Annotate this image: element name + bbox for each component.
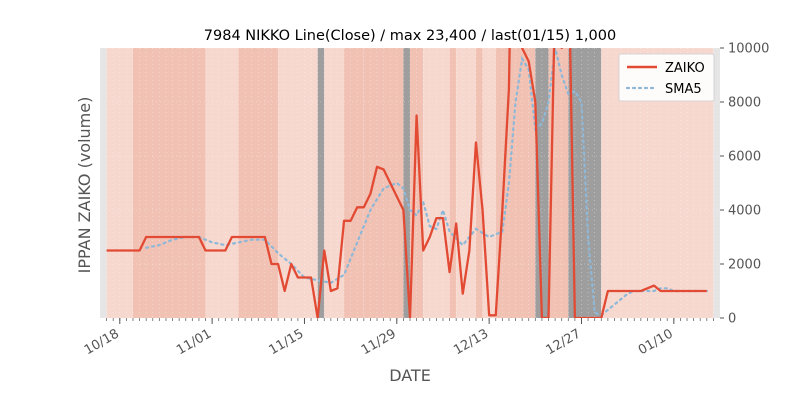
y-tick-label-2: 4000 bbox=[728, 204, 761, 219]
series-sma5-line bbox=[145, 48, 708, 317]
x-tick-label-5: 12/27 bbox=[544, 326, 584, 358]
x-tick-label-6: 01/10 bbox=[636, 326, 676, 358]
band-0 bbox=[100, 48, 107, 318]
y-tick-label-4: 8000 bbox=[728, 96, 761, 111]
x-tick-label-1: 11/01 bbox=[174, 326, 214, 358]
x-tick-label-0: 10/18 bbox=[82, 326, 122, 358]
band-2 bbox=[132, 48, 206, 318]
band-3 bbox=[205, 48, 239, 318]
band-10 bbox=[403, 48, 410, 318]
y-tick-label-1: 2000 bbox=[728, 258, 761, 273]
x-tick-label-4: 12/13 bbox=[451, 326, 491, 358]
series-lines bbox=[106, 48, 708, 318]
legend-zaiko-label: ZAIKO bbox=[665, 61, 705, 76]
chart-title: 7984 NIKKO Line(Close) / max 23,400 / la… bbox=[204, 28, 616, 44]
y-tick-label-3: 6000 bbox=[728, 150, 761, 165]
legend-sma5-label: SMA5 bbox=[665, 82, 702, 97]
x-axis-ticks: 10/18 11/01 11/15 11/29 12/13 12/27 01/10 bbox=[82, 318, 714, 358]
chart-legend: ZAIKO SMA5 bbox=[618, 53, 715, 102]
y-axis-ticks: 0 2000 4000 6000 8000 10000 bbox=[720, 42, 769, 327]
x-tick-label-3: 11/29 bbox=[359, 326, 399, 358]
y-tick-label-0: 0 bbox=[728, 312, 736, 327]
band-8 bbox=[344, 48, 364, 318]
band-7 bbox=[324, 48, 345, 318]
x-tick-label-2: 11/15 bbox=[267, 326, 307, 358]
band-6 bbox=[317, 48, 325, 318]
y-axis-label: IPPAN ZAIKO (volume) bbox=[75, 97, 94, 274]
y-tick-label-5: 10000 bbox=[728, 42, 769, 57]
series-zaiko-line bbox=[106, 48, 707, 318]
band-13 bbox=[449, 48, 457, 318]
band-22 bbox=[713, 48, 720, 318]
x-axis-label: DATE bbox=[389, 366, 431, 385]
band-14 bbox=[456, 48, 476, 318]
